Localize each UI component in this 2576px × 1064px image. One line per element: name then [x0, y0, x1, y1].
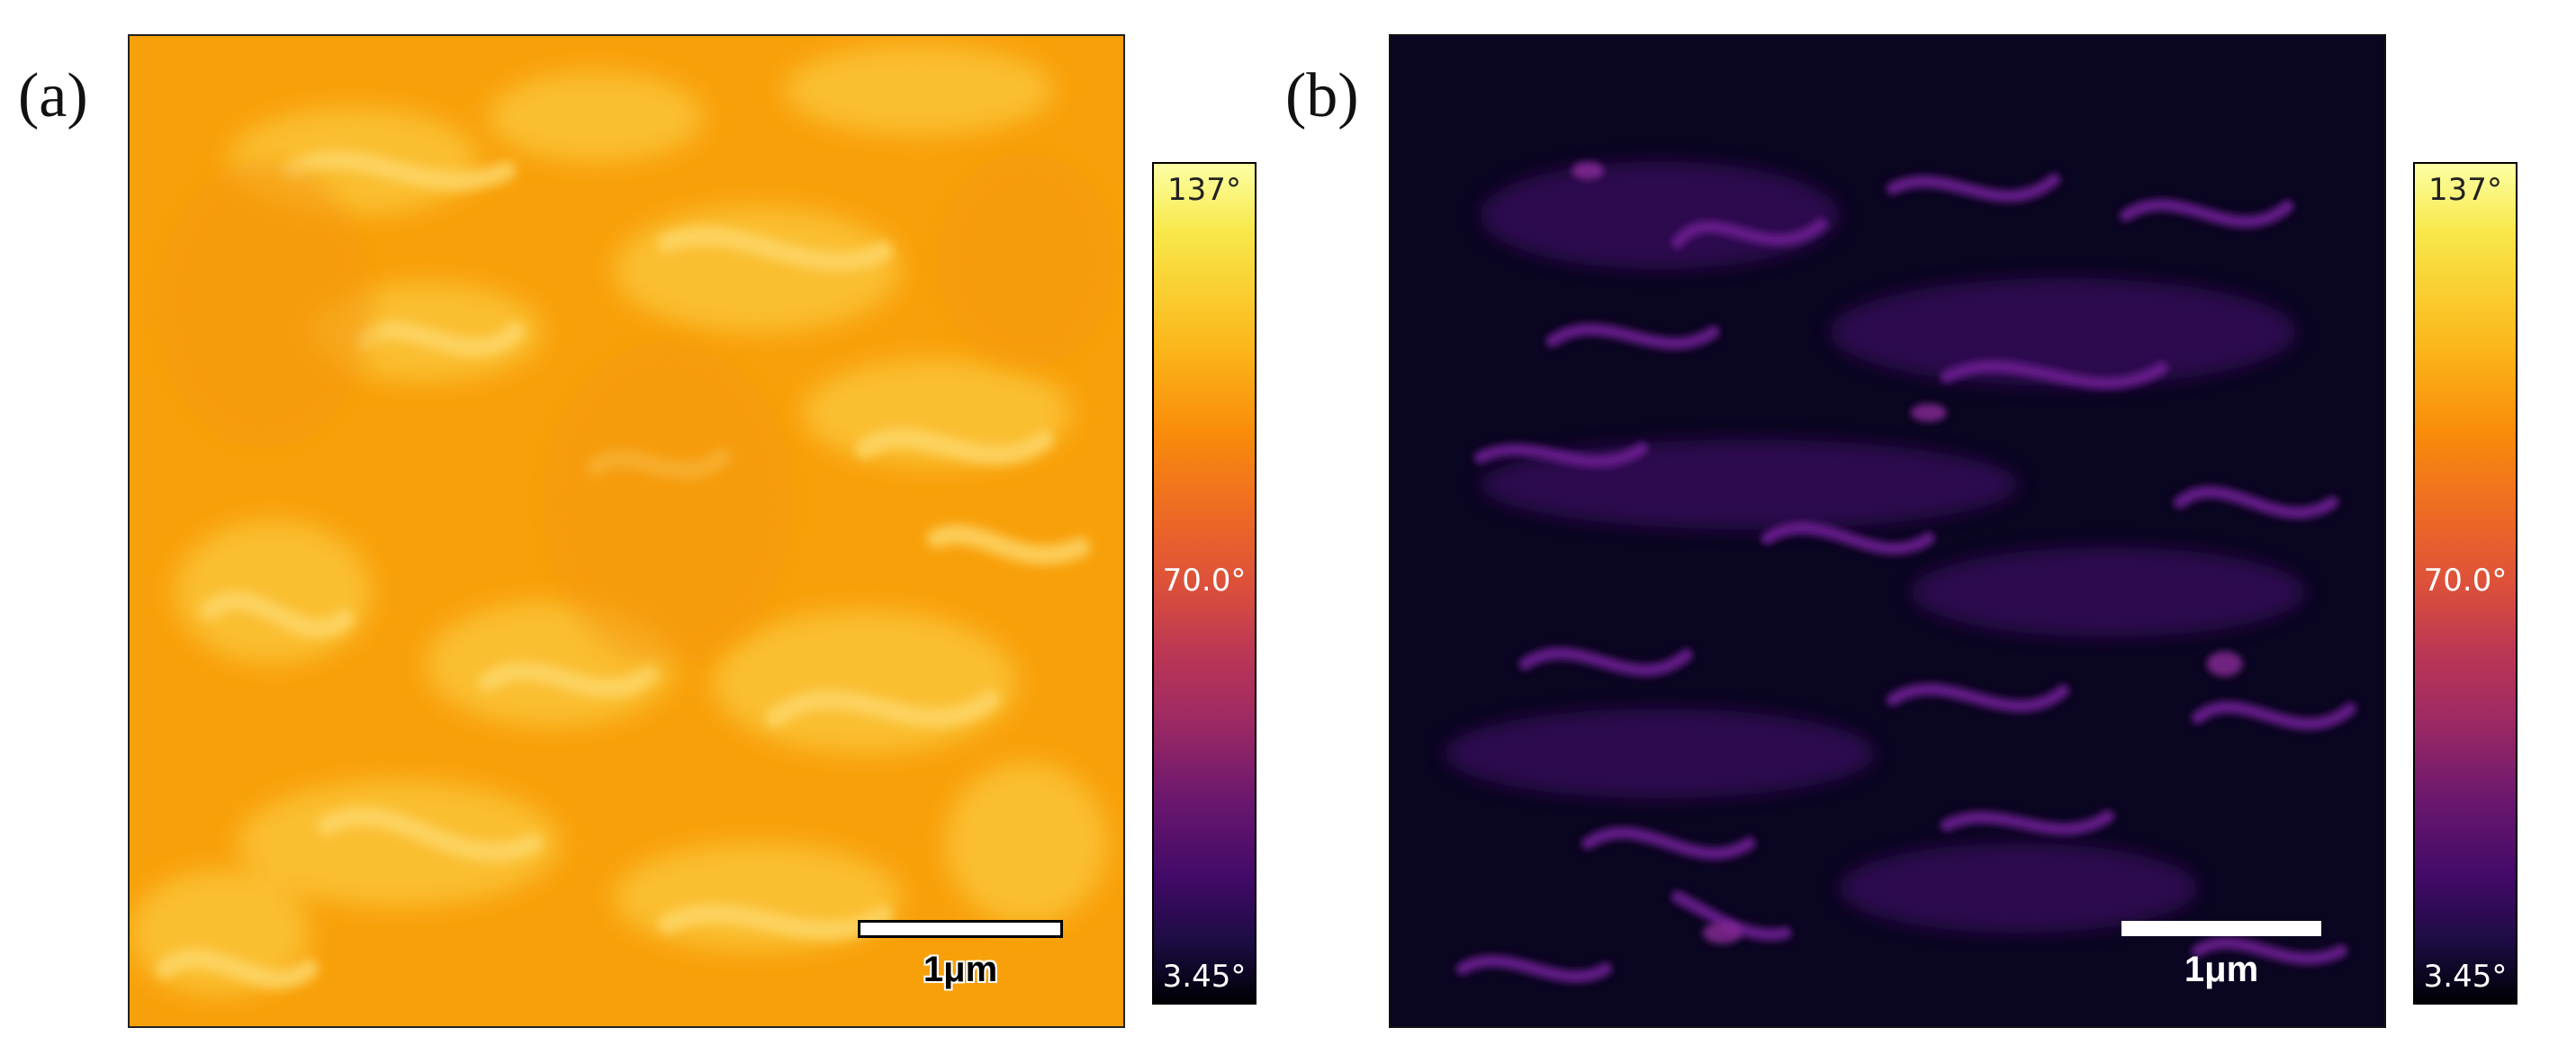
colorbar-b-mid: 70.0° — [2423, 563, 2508, 599]
scale-bar-b — [2121, 921, 2321, 936]
colorbar-a-mid: 70.0° — [1162, 563, 1247, 599]
colorbar-b: 137° 70.0° 3.45° — [2413, 162, 2517, 1005]
phase-image-b: 1μm — [1389, 34, 2386, 1028]
phase-map-a — [130, 36, 1123, 1026]
scale-bar-label-a: 1μm — [923, 950, 998, 989]
colorbar-a-max: 137° — [1167, 172, 1241, 208]
colorbar-a: 137° 70.0° 3.45° — [1152, 162, 1256, 1005]
phase-map-b — [1391, 36, 2384, 1026]
panel-a-label: (a) — [18, 61, 88, 131]
scale-bar-label-b: 1μm — [2184, 950, 2259, 989]
phase-image-a: 1μm — [128, 34, 1125, 1028]
scale-bar-a — [858, 920, 1063, 938]
colorbar-b-max: 137° — [2428, 172, 2502, 208]
colorbar-a-min: 3.45° — [1162, 959, 1247, 995]
colorbar-b-min: 3.45° — [2423, 959, 2508, 995]
panel-b-label: (b) — [1285, 61, 1359, 131]
